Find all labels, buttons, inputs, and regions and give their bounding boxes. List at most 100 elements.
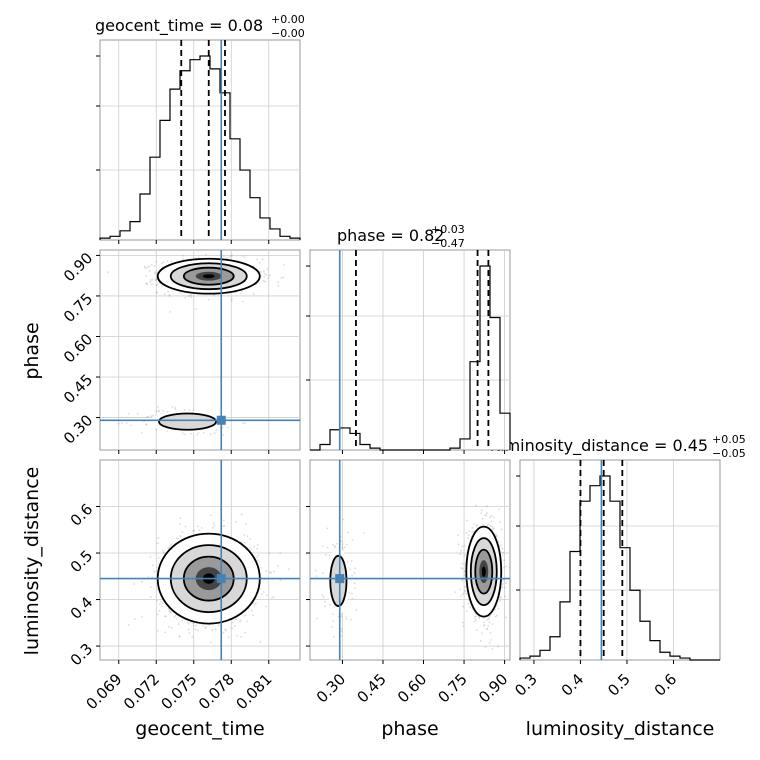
panel-geocent-phase-sample xyxy=(183,408,186,411)
panel-geocent-phase-sample xyxy=(222,434,225,436)
panel-geocent-distance-sample xyxy=(212,526,214,529)
panel-phase-distance-sample xyxy=(488,621,491,624)
panel-geocent-phase-sample xyxy=(143,265,146,268)
panel-geocent-distance-sample xyxy=(253,545,256,548)
panel-geocent-phase-sample xyxy=(168,294,171,296)
panel-geocent-distance-sample xyxy=(196,525,199,528)
xlabel-luminosity-distance: luminosity_distance xyxy=(526,718,715,740)
panel-phase-distance-sample xyxy=(349,568,352,571)
panel-geocent-distance-sample xyxy=(222,525,225,527)
panel-geocent-distance-sample xyxy=(167,547,170,550)
panel-geocent-phase-sample xyxy=(263,275,266,278)
panel-phase-distance-sample xyxy=(502,579,505,581)
panel-geocent-phase-sample xyxy=(182,258,184,260)
panel-phase-distance-sample xyxy=(499,521,502,524)
panel-geocent-distance-sample xyxy=(244,631,247,634)
panel-geocent-phase-sample xyxy=(158,410,161,413)
panel-phase-distance-sample xyxy=(461,621,464,624)
panel-phase-distance-sample xyxy=(341,543,344,546)
panel-phase-distance-sample xyxy=(475,504,478,507)
panel-phase-distance-sample xyxy=(353,582,356,585)
panel-geocent-distance-sample xyxy=(160,600,162,603)
panel-phase-distance-sample xyxy=(488,523,490,526)
panel-geocent-distance-sample xyxy=(223,525,226,527)
panel-geocent-phase-sample xyxy=(155,410,158,413)
panel-geocent-phase-sample xyxy=(140,431,143,434)
panel-geocent-phase-sample xyxy=(155,291,158,294)
panel-phase-distance-sample xyxy=(340,634,342,637)
panel-geocent-distance-sample xyxy=(202,625,205,628)
panel-geocent-distance-sample xyxy=(157,557,160,559)
panel-phase-distance-sample xyxy=(351,538,354,541)
panel-geocent-distance-sample xyxy=(204,627,207,630)
panel-geocent-phase-sample xyxy=(223,255,225,258)
panel-phase-distance-sample xyxy=(340,630,343,633)
panel-geocent-phase-sample xyxy=(155,261,158,264)
panel-geocent-phase-sample xyxy=(208,298,210,301)
panel-phase-distance-sample xyxy=(345,617,348,620)
panel-phase-distance-sample xyxy=(321,594,324,596)
panel-phase-distance-sample xyxy=(347,531,349,534)
panel-geocent-phase-sample xyxy=(155,291,158,294)
panel-geocent-distance-sample xyxy=(161,602,164,605)
panel-geocent-distance-sample xyxy=(200,527,203,529)
panel-phase-distance-sample xyxy=(351,574,353,577)
ytick-label-luminosity-distance-1: 0.4 xyxy=(67,593,97,623)
panel-geocent-distance-sample xyxy=(192,624,195,627)
panel-geocent-distance-sample xyxy=(168,609,171,612)
panel-phase-distance-density-1-4 xyxy=(481,566,486,577)
panel-phase-distance-sample xyxy=(333,546,336,549)
panel-phase-distance-sample xyxy=(492,527,495,530)
panel-geocent-phase-sample xyxy=(145,274,147,277)
panel-phase-distance-sample xyxy=(467,602,470,605)
panel-geocent-distance-sample xyxy=(214,628,217,631)
panel-phase-distance-sample xyxy=(487,618,490,620)
panel-geocent-phase-sample xyxy=(156,284,159,286)
panel-phase-distance-sample xyxy=(461,545,464,548)
panel-geocent-phase-truth-marker xyxy=(216,415,226,425)
panel-geocent-distance-sample xyxy=(152,564,155,567)
panel-geocent-distance-sample xyxy=(246,620,248,623)
panel-geocent-distance-sample xyxy=(175,537,178,540)
panel-geocent-distance-sample xyxy=(240,635,242,638)
ytick-label-phase-2: 0.60 xyxy=(60,330,96,366)
panel-phase-distance-sample xyxy=(326,546,329,549)
xtick-label-geocent-time-1: 0.072 xyxy=(120,670,163,713)
title-luminosity-distance-sub: −0.05 xyxy=(712,447,746,460)
panel-phase-distance-sample xyxy=(491,525,494,528)
panel-phase-distance-sample xyxy=(334,545,336,547)
panel-phase-distance-sample xyxy=(463,592,465,594)
panel-phase-distance-sample xyxy=(354,567,357,569)
panel-geocent-distance-sample xyxy=(141,580,144,583)
panel-geocent-phase-contour-1-0 xyxy=(158,412,217,431)
panel-geocent-phase-sample xyxy=(153,265,156,267)
panel-geocent-distance-sample xyxy=(187,628,190,631)
panel-geocent-distance-sample xyxy=(227,636,230,639)
panel-geocent-phase-sample xyxy=(157,409,160,412)
panel-geocent-distance-sample xyxy=(233,625,236,627)
panel-phase-distance-sample xyxy=(342,518,345,521)
panel-phase-distance-sample xyxy=(476,524,478,527)
panel-geocent-phase-sample xyxy=(261,258,264,261)
panel-geocent-phase-sample xyxy=(265,273,268,276)
panel-phase-distance-sample xyxy=(325,554,327,556)
panel-geocent-distance-sample xyxy=(188,631,191,634)
panel-geocent-phase-sample xyxy=(174,408,177,411)
panel-geocent-distance-sample xyxy=(234,520,237,523)
panel-geocent-phase-sample xyxy=(280,276,283,279)
panel-geocent-phase-sample xyxy=(267,276,270,279)
panel-geocent-phase-sample xyxy=(262,269,265,272)
panel-geocent-distance-sample xyxy=(259,641,262,643)
panel-geocent-phase-sample xyxy=(168,295,171,297)
panel-geocent-phase-sample xyxy=(127,412,130,415)
panel-phase-distance-sample xyxy=(332,620,335,623)
panel-geocent-distance-sample xyxy=(255,556,258,559)
panel-phase-distance-sample xyxy=(494,616,497,618)
panel-phase-distance-sample xyxy=(478,617,481,619)
panel-geocent-phase-sample xyxy=(144,266,147,269)
panel-geocent-phase-sample xyxy=(160,262,163,265)
panel-geocent-distance-sample xyxy=(251,609,253,612)
panel-phase-distance-sample xyxy=(461,579,464,582)
panel-geocent-distance-sample xyxy=(240,513,243,516)
panel-geocent-distance-sample xyxy=(268,552,271,555)
